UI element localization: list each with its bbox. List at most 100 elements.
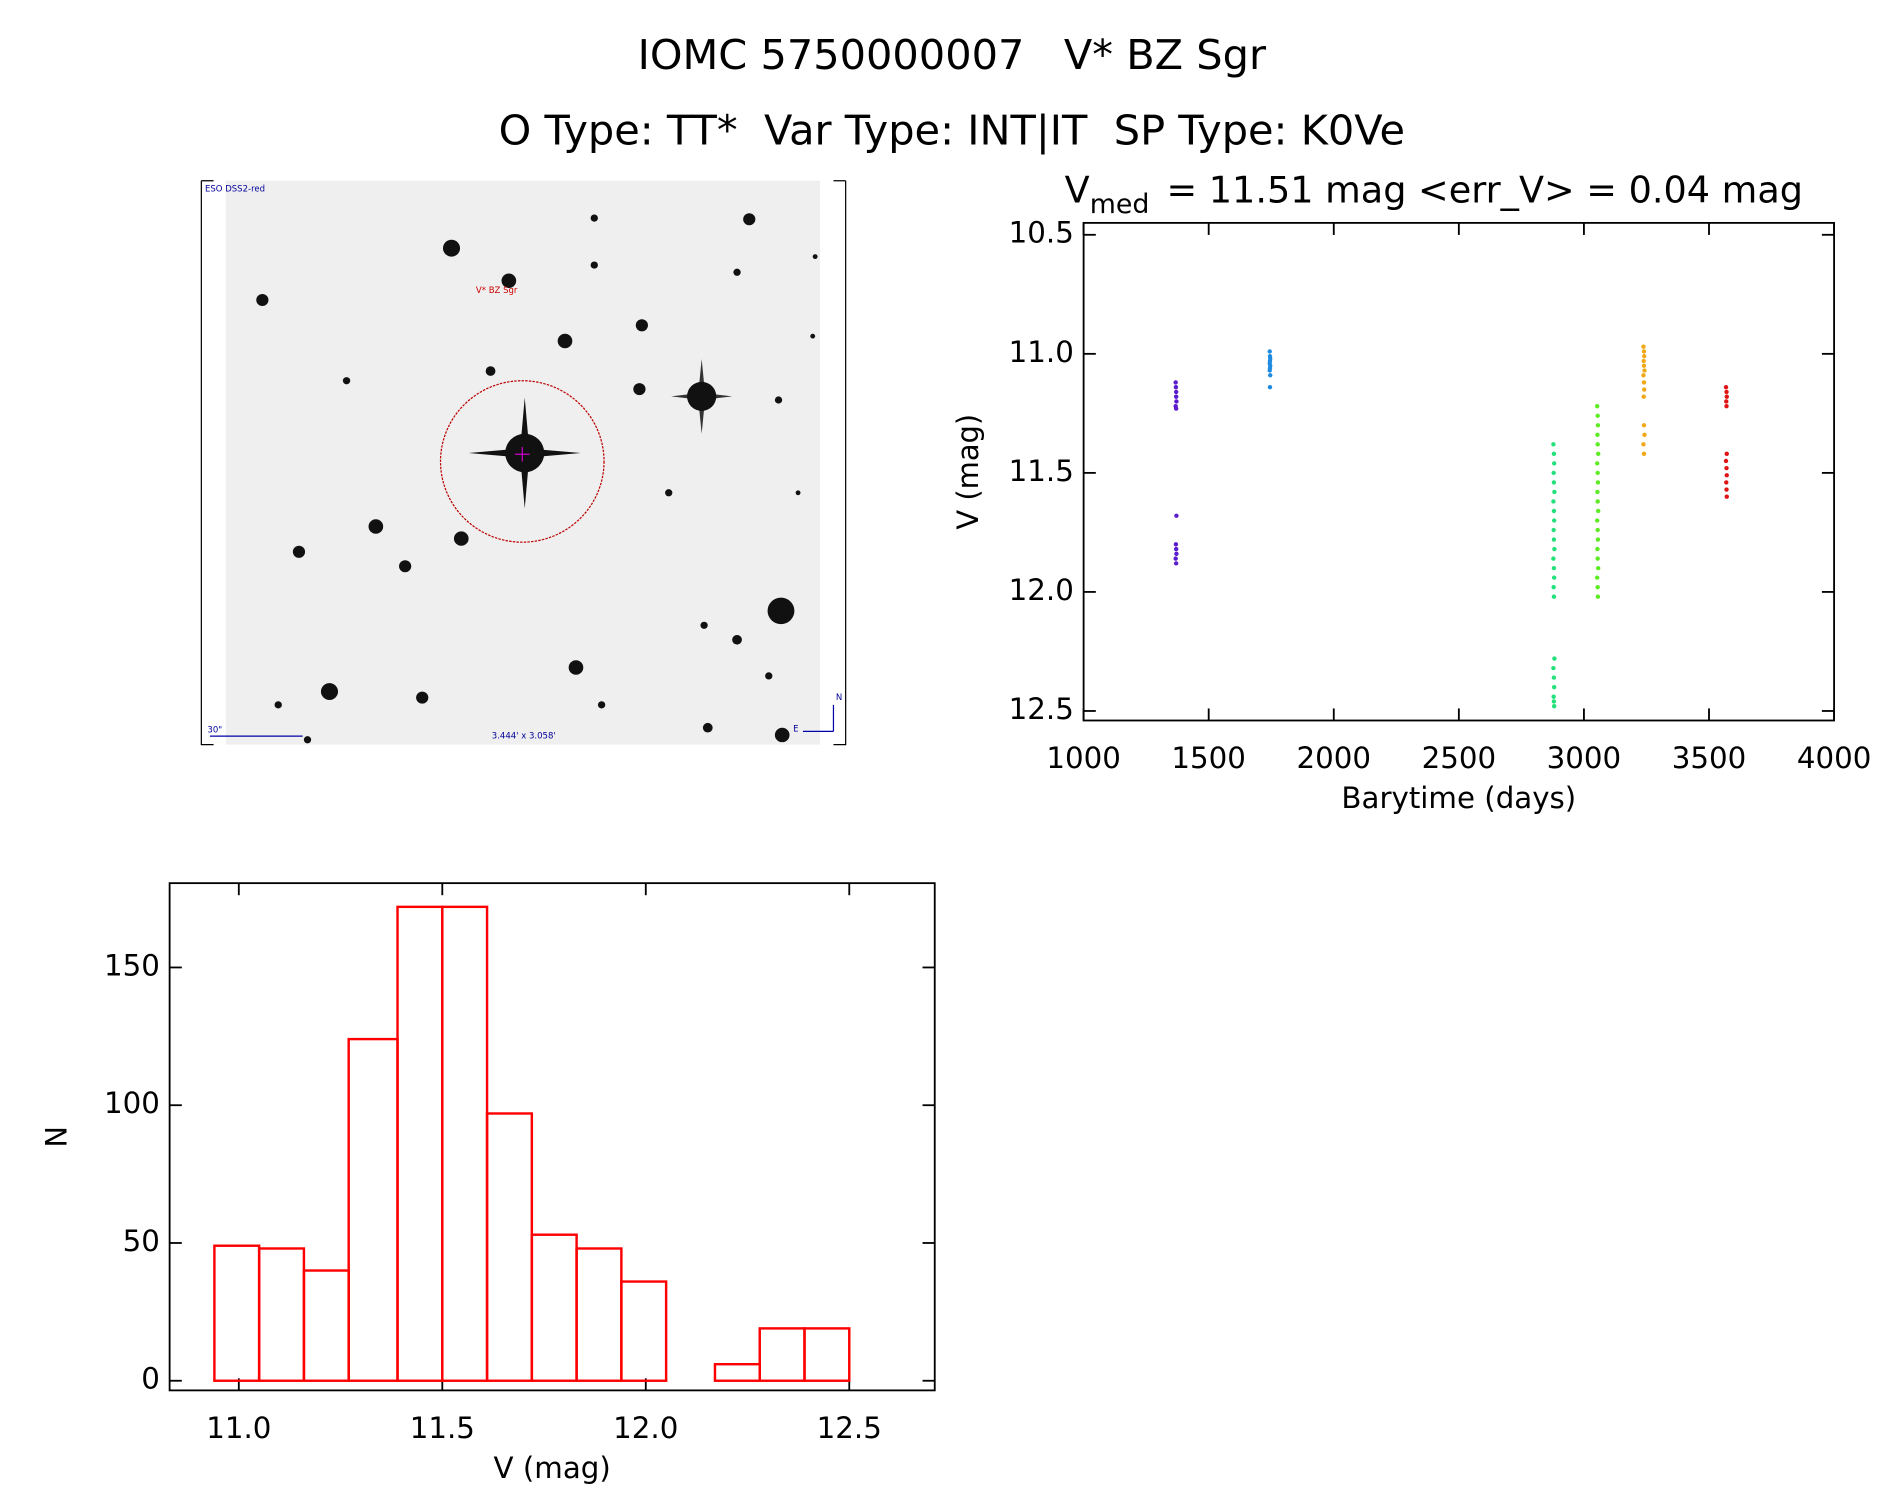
data-point [1595, 423, 1601, 428]
data-point [1551, 675, 1557, 680]
star [774, 396, 783, 404]
data-point [1595, 584, 1600, 590]
x-tick-label: 4000 [1797, 741, 1872, 775]
histogram-bar [485, 1112, 534, 1382]
star [665, 489, 673, 497]
image-frame [200, 180, 847, 746]
data-point [1724, 487, 1729, 492]
y-tick-label: 10.5 [1009, 216, 1074, 250]
data-point [1551, 704, 1557, 709]
data-point [1174, 551, 1179, 557]
data-point [1551, 694, 1556, 699]
star [765, 672, 773, 680]
star [635, 319, 648, 332]
histogram-bar [803, 1327, 851, 1382]
data-point [1724, 399, 1729, 404]
data-point [1173, 394, 1179, 399]
data-point [1595, 565, 1601, 571]
data-point [1641, 344, 1646, 349]
data-point [1551, 556, 1556, 561]
finder-image: ESO DSS2-red V* BZ Sgr 30" 3.444' x 3.05… [200, 180, 847, 746]
data-point [1551, 527, 1556, 533]
data-point [1551, 461, 1557, 466]
data-point [1267, 368, 1272, 373]
star [795, 490, 801, 496]
data-point [1595, 499, 1600, 504]
data-point [1642, 432, 1647, 437]
star [687, 381, 717, 411]
star [399, 560, 412, 573]
data-point [1595, 413, 1600, 418]
star [453, 531, 469, 546]
data-point [1268, 373, 1273, 378]
data-point [1641, 442, 1646, 447]
data-point [1551, 442, 1556, 447]
histogram-bar [302, 1269, 350, 1382]
histogram-bar [620, 1280, 668, 1382]
y-tick-label: 11.0 [1009, 335, 1074, 369]
star [590, 261, 598, 269]
data-point [1641, 349, 1647, 354]
x-tick-label: 12.0 [613, 1411, 678, 1445]
histogram-bar [713, 1363, 761, 1382]
x-tick-label: 1500 [1171, 741, 1246, 775]
star [590, 214, 598, 222]
y-axis-label: V (mag) [951, 414, 985, 530]
data-point [1552, 489, 1557, 495]
data-point [1551, 575, 1557, 580]
target-label: V* BZ Sgr [476, 285, 518, 295]
histogram-bar [347, 1037, 399, 1382]
star [303, 736, 312, 744]
x-tick-label: 12.5 [817, 1411, 882, 1445]
data-point [1594, 518, 1600, 523]
data-point [1173, 556, 1178, 561]
data-point [1642, 354, 1647, 359]
data-point [1595, 451, 1601, 457]
compass [802, 704, 835, 732]
histogram-bar [396, 905, 444, 1382]
y-tick-label: 50 [123, 1224, 160, 1258]
star [702, 722, 713, 733]
star [597, 701, 606, 709]
star [812, 254, 818, 260]
data-point [1173, 385, 1179, 390]
y-tick-label: 12.0 [1009, 573, 1074, 607]
x-tick-label: 3500 [1672, 741, 1747, 775]
data-point [1723, 385, 1729, 390]
data-point [1724, 465, 1729, 471]
data-point [1174, 399, 1179, 404]
star [810, 333, 816, 339]
data-point [1595, 508, 1601, 514]
x-axis-label: V (mag) [494, 1451, 611, 1485]
y-tick-label: 0 [141, 1362, 160, 1396]
star [342, 377, 351, 385]
survey-label: ESO DSS2-red [205, 184, 265, 194]
title-rest: = 11.51 mag <err_V> = 0.04 mag [1166, 169, 1803, 212]
y-tick-label: 100 [104, 1086, 160, 1120]
data-point [1173, 380, 1178, 385]
data-point [1594, 575, 1600, 580]
data-point [1723, 458, 1729, 464]
data-point [1724, 451, 1729, 457]
data-point [1724, 404, 1729, 409]
y-tick-label: 12.5 [1009, 692, 1074, 726]
east-label: E [793, 723, 798, 733]
star [732, 634, 742, 645]
data-point [1595, 489, 1600, 495]
data-point [1594, 461, 1600, 466]
x-tick-label: 11.5 [410, 1411, 475, 1445]
scale-label: 30" [207, 725, 222, 735]
data-point [1551, 565, 1557, 571]
data-point [1595, 546, 1600, 552]
star [633, 383, 646, 396]
plot-title: Vmed = 11.51 mag <err_V> = 0.04 mag [1065, 169, 1803, 219]
histogram-bar [575, 1247, 623, 1382]
star [767, 597, 795, 625]
star [416, 691, 429, 704]
title-subscript: med [1090, 188, 1150, 219]
data-point [1642, 387, 1647, 392]
data-point [1173, 561, 1179, 566]
x-tick-label: 11.0 [206, 1411, 271, 1445]
